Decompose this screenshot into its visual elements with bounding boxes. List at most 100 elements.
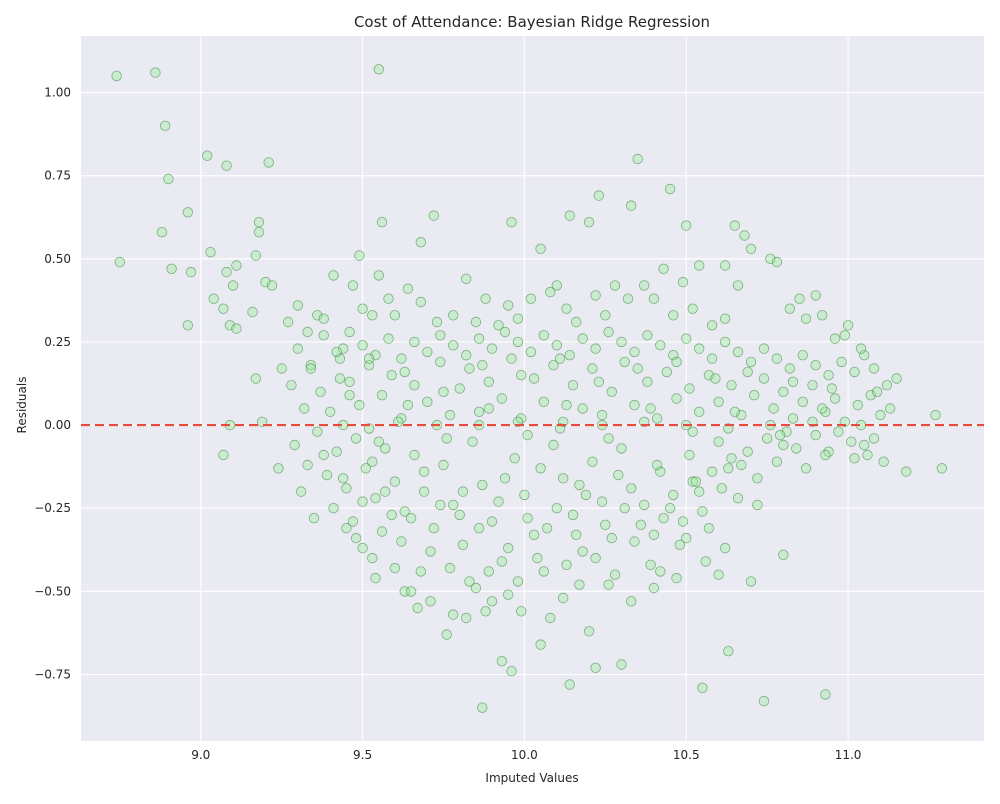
data-point bbox=[396, 536, 407, 547]
data-point bbox=[383, 333, 394, 344]
data-point bbox=[577, 333, 588, 344]
data-point bbox=[231, 260, 242, 271]
data-point bbox=[328, 270, 339, 281]
data-point bbox=[849, 366, 860, 378]
data-point bbox=[726, 453, 737, 464]
data-point bbox=[706, 353, 718, 364]
data-point bbox=[341, 483, 352, 494]
data-point bbox=[629, 346, 640, 358]
data-point bbox=[713, 569, 724, 580]
data-point bbox=[587, 456, 598, 467]
data-point bbox=[347, 280, 359, 291]
data-point bbox=[292, 300, 304, 311]
data-point bbox=[593, 190, 605, 201]
data-point bbox=[402, 399, 414, 411]
data-point bbox=[305, 363, 317, 374]
data-point bbox=[354, 250, 365, 261]
y-tick-label: 0.25 bbox=[44, 335, 71, 349]
data-point bbox=[661, 366, 673, 378]
data-point bbox=[263, 157, 274, 168]
data-points bbox=[111, 64, 948, 713]
data-point bbox=[694, 343, 705, 354]
data-point bbox=[684, 383, 695, 394]
data-point bbox=[357, 496, 368, 507]
data-point bbox=[655, 466, 666, 477]
y-tick-label: −0.50 bbox=[34, 584, 71, 598]
data-point bbox=[376, 390, 388, 401]
data-point bbox=[719, 313, 731, 324]
y-tick-label: 0.00 bbox=[44, 418, 71, 432]
plot-area bbox=[81, 36, 984, 741]
data-point bbox=[645, 559, 656, 571]
data-point bbox=[729, 220, 741, 231]
data-point bbox=[884, 403, 896, 414]
data-point bbox=[846, 436, 857, 447]
data-point bbox=[732, 346, 744, 358]
data-point bbox=[519, 489, 530, 501]
data-point bbox=[461, 350, 472, 361]
data-point bbox=[681, 220, 692, 231]
data-point bbox=[564, 350, 575, 361]
data-point bbox=[405, 513, 417, 524]
data-point bbox=[807, 380, 818, 391]
data-point bbox=[574, 579, 585, 590]
data-point bbox=[409, 380, 420, 391]
data-point bbox=[587, 363, 598, 374]
data-point bbox=[503, 542, 514, 554]
data-point bbox=[444, 562, 456, 574]
data-point bbox=[719, 336, 731, 348]
data-point bbox=[350, 532, 362, 544]
data-point bbox=[778, 439, 789, 451]
data-point bbox=[778, 549, 789, 561]
data-point bbox=[532, 552, 543, 564]
data-point bbox=[448, 310, 459, 321]
data-point bbox=[428, 210, 440, 221]
data-point bbox=[629, 536, 640, 547]
data-point bbox=[457, 539, 469, 551]
data-point bbox=[221, 160, 232, 171]
data-point bbox=[694, 486, 705, 497]
data-point bbox=[684, 449, 695, 461]
data-point bbox=[535, 463, 546, 474]
data-point bbox=[334, 353, 346, 364]
data-point bbox=[503, 300, 514, 311]
data-point bbox=[402, 283, 414, 294]
data-point bbox=[859, 439, 870, 451]
data-point bbox=[512, 313, 524, 324]
data-point bbox=[292, 343, 304, 354]
data-point bbox=[344, 390, 355, 401]
data-point bbox=[868, 433, 880, 444]
data-point bbox=[732, 280, 744, 291]
data-point bbox=[448, 499, 459, 511]
data-point bbox=[321, 469, 333, 481]
data-point bbox=[441, 629, 452, 640]
data-point bbox=[250, 250, 262, 261]
data-point bbox=[182, 207, 194, 218]
data-point bbox=[872, 386, 883, 398]
data-point bbox=[227, 280, 239, 291]
data-point bbox=[499, 473, 511, 484]
data-point bbox=[538, 330, 550, 341]
data-point bbox=[480, 606, 491, 617]
y-tick-label: 0.50 bbox=[44, 252, 71, 266]
data-point bbox=[596, 496, 608, 507]
data-point bbox=[370, 572, 381, 584]
data-point bbox=[548, 360, 559, 371]
data-point bbox=[373, 436, 385, 447]
data-point bbox=[373, 64, 385, 75]
data-point bbox=[551, 280, 563, 291]
data-point bbox=[473, 333, 485, 344]
data-point bbox=[357, 542, 368, 554]
data-point bbox=[338, 343, 349, 354]
data-point bbox=[564, 210, 575, 221]
data-point bbox=[325, 406, 336, 418]
data-point bbox=[810, 360, 821, 371]
data-point bbox=[561, 399, 572, 411]
data-point bbox=[425, 596, 436, 607]
data-point bbox=[794, 293, 805, 304]
data-point bbox=[538, 396, 550, 408]
data-point bbox=[600, 519, 611, 531]
data-point bbox=[376, 526, 388, 537]
data-point bbox=[253, 216, 265, 228]
